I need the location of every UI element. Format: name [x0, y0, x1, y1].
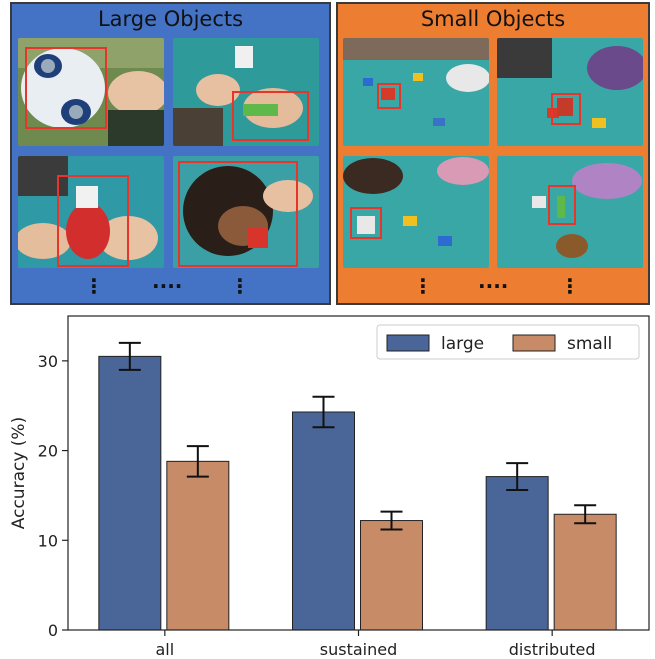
- large-objects-title: Large Objects: [97, 7, 244, 31]
- small-example-image-1: [343, 38, 489, 146]
- bar-small-sustained: [360, 520, 423, 631]
- bar-small-distributed: [553, 513, 617, 631]
- small-horizontal-ellipsis: ····: [478, 274, 509, 298]
- bar-large-all: [98, 355, 162, 631]
- large-vertical-ellipsis-right: ⋮: [230, 274, 250, 298]
- legend: large small: [376, 324, 640, 360]
- small-vertical-ellipsis-left: ⋮: [413, 274, 433, 298]
- large-example-image-4: [173, 156, 319, 268]
- legend-label-large: large: [441, 334, 484, 354]
- accuracy-bar-chart: 0 10 20 30 all sustained distributed Accuracy …: [9, 315, 650, 659]
- plot-frame: [67, 315, 650, 631]
- large-objects-panel: Large Objects: [10, 2, 331, 305]
- small-example-image-4: [497, 156, 643, 268]
- large-vertical-ellipsis-left: ⋮: [84, 274, 104, 298]
- y-tick-label: 30: [38, 352, 58, 371]
- bar-small-all: [166, 460, 230, 631]
- small-example-image-2: [497, 38, 643, 146]
- y-axis-label: Accuracy (%): [9, 417, 29, 529]
- y-tick-label: 0: [48, 621, 58, 640]
- small-objects-title: Small Objects: [420, 7, 566, 31]
- small-objects-panel: Small Objects: [336, 2, 650, 305]
- y-tick-label: 20: [38, 442, 58, 461]
- legend-box: [376, 324, 640, 360]
- large-horizontal-ellipsis: ····: [152, 274, 183, 298]
- x-tick-label: distributed: [509, 640, 596, 659]
- large-example-image-3: [18, 156, 164, 268]
- x-tick-label: all: [155, 640, 174, 659]
- bar-large-sustained: [292, 411, 355, 631]
- legend-label-small: small: [567, 334, 612, 354]
- small-example-image-3: [343, 156, 489, 268]
- bar-large-distributed: [485, 476, 549, 631]
- large-example-image-2: [173, 38, 319, 146]
- large-example-image-1: [18, 38, 164, 146]
- y-tick-label: 10: [38, 531, 58, 550]
- small-vertical-ellipsis-right: ⋮: [560, 274, 580, 298]
- legend-swatch-large: [386, 334, 430, 352]
- x-tick-label: sustained: [320, 640, 397, 659]
- legend-swatch-small: [512, 334, 556, 352]
